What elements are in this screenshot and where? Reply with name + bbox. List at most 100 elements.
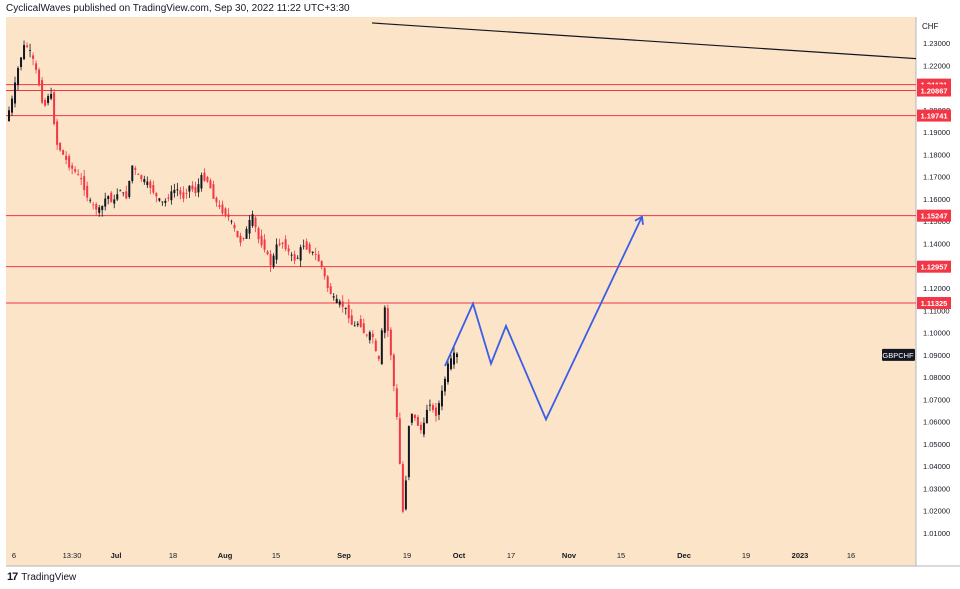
candle-body [326, 276, 329, 289]
candle-body [320, 261, 323, 267]
candle-body [173, 189, 176, 194]
horizontal-levels [6, 84, 916, 304]
y-tick-label: 1.01000 [923, 529, 950, 538]
x-tick-label: 19 [403, 551, 411, 560]
candle-body [17, 68, 20, 86]
x-tick-label: Dec [677, 551, 691, 560]
projection-path [444, 216, 643, 422]
candle-body [92, 204, 95, 206]
candle-body [317, 254, 320, 262]
candle-body [71, 165, 74, 169]
y-tick-label: 1.22000 [923, 61, 950, 70]
candle-body [230, 220, 233, 222]
x-tick-label: 13:30 [63, 551, 82, 560]
candle-body [323, 268, 326, 277]
candle-body [236, 230, 239, 238]
trendline-segment [371, 22, 917, 60]
candle-body [161, 201, 164, 203]
tradingview-logo-icon: 17 [7, 571, 18, 583]
candle-body [314, 254, 317, 255]
x-tick-label: 19 [742, 551, 750, 560]
candle-body [386, 308, 389, 331]
level-price-labels: 1.211311.208671.197411.152471.129571.113… [917, 78, 951, 310]
level-price-label: 1.12957 [920, 263, 947, 272]
candle-body [218, 205, 221, 207]
candle-body [155, 192, 158, 197]
candle-body [143, 178, 146, 183]
candle-body [449, 358, 452, 370]
candle-body [140, 175, 143, 180]
candle-body [380, 330, 383, 365]
candle-body [452, 352, 455, 365]
level-price-label: 1.20867 [920, 87, 947, 96]
candle-body [395, 388, 398, 417]
candle-body [122, 192, 125, 194]
candle-body [281, 242, 284, 244]
candle-body [131, 165, 134, 182]
candle-body [368, 332, 371, 341]
y-tick-label: 1.19000 [923, 128, 950, 137]
y-tick-label: 1.06000 [923, 418, 950, 427]
candle-body [377, 356, 380, 360]
level-price-label: 1.11325 [921, 299, 948, 308]
y-tick-label: 1.17000 [923, 173, 950, 182]
candle-body [86, 185, 89, 198]
candle-body [110, 192, 113, 203]
candle-body [164, 200, 167, 203]
currency-label: CHF [922, 22, 939, 31]
projection[interactable] [444, 215, 644, 422]
candle-body [77, 174, 80, 176]
candle-body [194, 186, 197, 194]
candle-body [62, 150, 65, 155]
candle-body [389, 329, 392, 356]
candle-body [287, 248, 290, 252]
candle-body [404, 480, 407, 510]
y-tick-label: 1.08000 [923, 373, 950, 382]
candle-body [185, 193, 188, 194]
candle-body [167, 197, 170, 199]
candle-body [224, 208, 227, 216]
candle-body [29, 50, 32, 51]
candle-body [410, 413, 413, 423]
trendline[interactable] [371, 22, 917, 60]
level-price-badge [917, 209, 951, 222]
candle-body [8, 110, 10, 122]
candle-body [353, 325, 356, 327]
candle-body [215, 197, 218, 203]
x-tick-label: Aug [218, 551, 233, 560]
candle-body [203, 172, 206, 181]
projection-arrowhead [634, 215, 644, 225]
candle-body [32, 55, 35, 59]
y-tick-label: 1.10000 [923, 329, 950, 338]
candle-body [179, 190, 182, 195]
candle-body [146, 181, 149, 186]
candle-body [302, 245, 305, 247]
candle-body [212, 184, 215, 199]
level-price-label: 1.19741 [920, 112, 947, 121]
candle-body [371, 333, 374, 338]
candle-body [341, 301, 344, 307]
level-price-badge [917, 260, 951, 273]
candle-body [335, 298, 338, 303]
level-price-badge [917, 297, 951, 310]
x-tick-label: 6 [12, 551, 16, 560]
candle-body [332, 296, 335, 298]
candle-body [260, 235, 263, 246]
candle-body [329, 286, 332, 294]
plot-area [6, 17, 916, 566]
candle-body [245, 228, 248, 239]
candle-body [119, 190, 122, 192]
candles [8, 40, 458, 514]
y-tick-label: 1.14000 [923, 239, 950, 248]
candle-body [35, 63, 38, 70]
candle-body [200, 175, 203, 189]
candle-body [275, 244, 278, 260]
candle-body [456, 353, 458, 358]
candle-body [398, 418, 401, 464]
candle-body [47, 96, 50, 104]
candle-body [137, 174, 140, 175]
candle-body [83, 176, 86, 191]
candle-body [428, 404, 431, 406]
candle-body [251, 214, 254, 226]
